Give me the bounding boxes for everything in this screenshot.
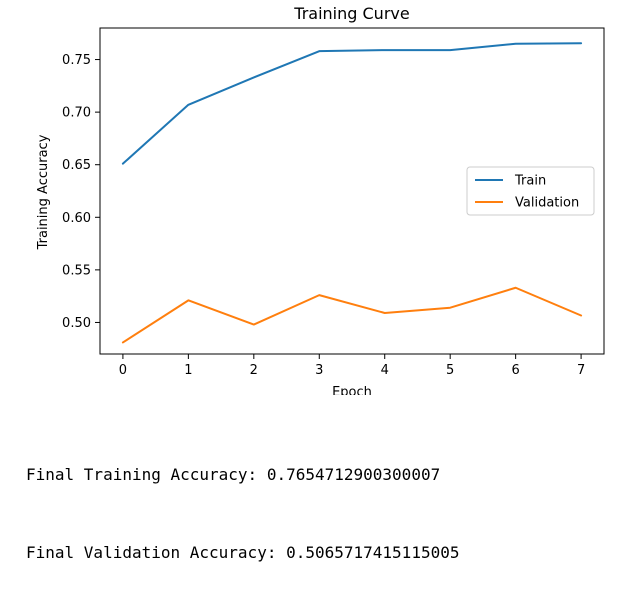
y-axis-label: Training Accuracy bbox=[36, 134, 51, 250]
series-line-train bbox=[121, 42, 583, 165]
x-axis-label: Epoch bbox=[332, 385, 372, 395]
plot-frame bbox=[99, 27, 605, 355]
y-tick-label: 0.55 bbox=[62, 263, 91, 278]
final-training-accuracy-text: Final Training Accuracy: 0.7654712900300… bbox=[26, 465, 441, 484]
series-line-validation bbox=[121, 286, 583, 344]
chart-title: Training Curve bbox=[293, 4, 409, 23]
x-tick-label: 3 bbox=[315, 363, 323, 378]
x-tick-label: 0 bbox=[119, 363, 127, 378]
x-tick-label: 6 bbox=[511, 363, 519, 378]
legend-label-train: Train bbox=[514, 174, 546, 189]
x-tick-label: 7 bbox=[577, 363, 585, 378]
final-validation-accuracy-text: Final Validation Accuracy: 0.50657174151… bbox=[26, 543, 460, 562]
x-tick-label: 5 bbox=[446, 363, 454, 378]
y-tick-label: 0.65 bbox=[62, 158, 91, 173]
legend: Train Validation bbox=[466, 166, 595, 216]
y-tick-label: 0.70 bbox=[62, 106, 91, 121]
x-tick-label: 2 bbox=[250, 363, 258, 378]
x-tick-label: 4 bbox=[381, 363, 389, 378]
plot-area: 0 1 2 3 4 5 6 7 0.50 0.55 0.60 0.65 0.70 0.75 bbox=[62, 42, 585, 378]
y-tick-label: 0.60 bbox=[62, 211, 91, 226]
legend-label-validation: Validation bbox=[515, 196, 579, 211]
training-curve-chart: Training Curve Epoch Training Accuracy 0… bbox=[36, 4, 605, 395]
y-tick-label: 0.50 bbox=[62, 316, 91, 331]
y-tick-label: 0.75 bbox=[62, 53, 91, 68]
x-tick-label: 1 bbox=[184, 363, 192, 378]
console-output: Final Training Accuracy: 0.7654712900300… bbox=[26, 410, 459, 592]
